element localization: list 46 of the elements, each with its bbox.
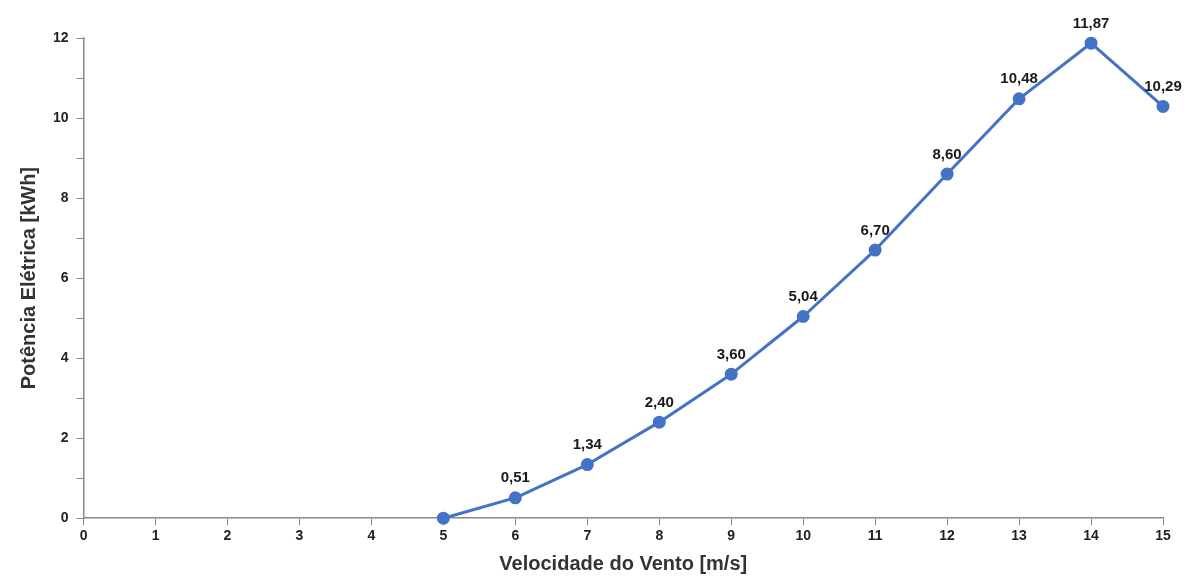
data-label: 5,04 bbox=[788, 287, 819, 305]
point bbox=[724, 367, 738, 381]
data-label: 1,34 bbox=[572, 435, 603, 453]
data-label: 10,29 bbox=[1144, 77, 1182, 95]
y-tick-label: 2 bbox=[60, 429, 69, 446]
x-tick-label: 14 bbox=[1083, 527, 1100, 544]
data-label: 10,48 bbox=[1000, 69, 1038, 87]
point bbox=[580, 458, 594, 472]
x-tick-label: 10 bbox=[795, 527, 812, 544]
y-tick-label: 10 bbox=[52, 108, 69, 125]
y-tick-label: 12 bbox=[52, 28, 69, 45]
x-tick-label: 5 bbox=[439, 527, 448, 544]
point bbox=[868, 243, 882, 257]
x-tick-label: 0 bbox=[79, 527, 88, 544]
y-axis-title: Potência Elétrica [kWh] bbox=[16, 166, 39, 390]
x-tick-label: 8 bbox=[655, 527, 664, 544]
y-tick-label: 4 bbox=[60, 348, 69, 365]
point bbox=[1156, 99, 1170, 113]
y-tick-label: 6 bbox=[60, 268, 69, 285]
point bbox=[796, 310, 810, 324]
point bbox=[436, 511, 450, 525]
point bbox=[1012, 92, 1026, 106]
x-tick-label: 1 bbox=[151, 527, 160, 544]
data-label: 0,51 bbox=[500, 468, 530, 486]
x-tick-label: 2 bbox=[223, 527, 232, 544]
y-tick-label: 0 bbox=[60, 509, 69, 526]
y-tick-label: 8 bbox=[60, 188, 69, 205]
data-label: 2,40 bbox=[644, 392, 674, 410]
x-tick-label: 13 bbox=[1011, 527, 1028, 544]
x-tick-label: 9 bbox=[727, 527, 736, 544]
data-label: 6,70 bbox=[860, 220, 890, 238]
x-tick-label: 15 bbox=[1155, 527, 1171, 544]
point bbox=[940, 167, 954, 181]
x-tick-label: 12 bbox=[939, 527, 956, 544]
point bbox=[508, 491, 522, 505]
point bbox=[1084, 36, 1098, 50]
data-label: 11,87 bbox=[1072, 13, 1110, 31]
data-label: 3,60 bbox=[716, 344, 746, 362]
data-label: 8,60 bbox=[932, 144, 962, 162]
point bbox=[652, 415, 666, 429]
x-tick-label: 3 bbox=[295, 527, 304, 544]
x-tick-label: 6 bbox=[511, 527, 520, 544]
x-tick-label: 11 bbox=[867, 527, 883, 544]
x-axis-title: Velocidade do Vento [m/s] bbox=[499, 551, 748, 574]
x-tick-label: 7 bbox=[583, 527, 592, 544]
x-tick-label: 4 bbox=[367, 527, 376, 544]
